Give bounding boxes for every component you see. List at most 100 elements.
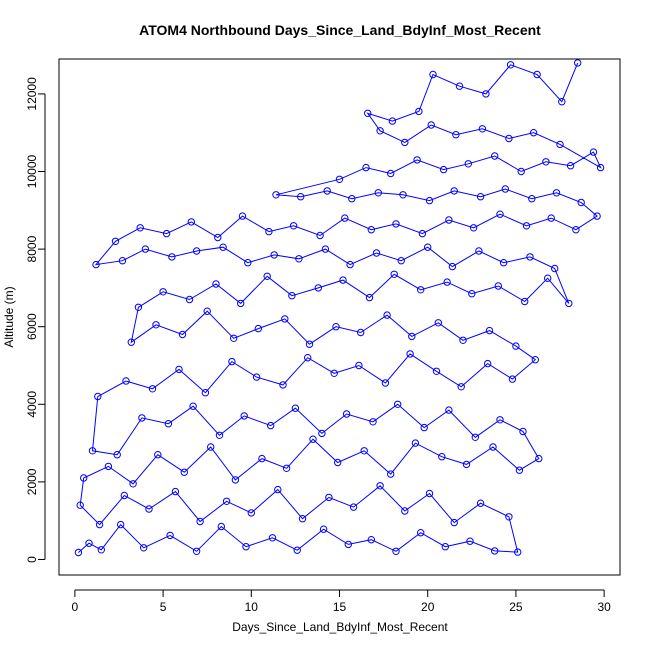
data-point (401, 138, 409, 147)
data-point (293, 546, 301, 554)
data-point (367, 226, 375, 234)
data-point (230, 334, 238, 342)
data-point (517, 167, 525, 176)
data-point (558, 98, 566, 106)
data-point (425, 196, 434, 205)
data-point (383, 311, 391, 319)
series-line-layer (78, 62, 602, 553)
data-point (441, 543, 449, 551)
data-point (506, 61, 515, 69)
data-point (369, 418, 377, 426)
data-point (390, 270, 398, 278)
data-point (443, 278, 451, 286)
data-point (288, 292, 296, 300)
data-point (97, 546, 106, 554)
data-point (244, 259, 252, 267)
data-point (162, 229, 171, 238)
data-point (127, 338, 136, 346)
data-point (494, 282, 502, 290)
data-point (192, 247, 201, 255)
data-point (95, 520, 104, 529)
data-point (542, 158, 550, 166)
data-point (533, 70, 541, 79)
y-tick-label: 8000 (25, 235, 39, 262)
data-point (367, 536, 375, 544)
data-point (325, 493, 333, 502)
data-point (323, 187, 331, 195)
data-point (189, 402, 197, 410)
y-axis-label: Altitude (m) (2, 286, 16, 347)
y-tick-label: 0 (25, 556, 39, 563)
data-point (514, 548, 522, 556)
data-point (496, 210, 504, 218)
data-point (415, 107, 423, 116)
data-point (397, 257, 405, 265)
y-tick-label: 10000 (25, 155, 39, 189)
data-point (455, 82, 464, 90)
data-point (408, 332, 416, 341)
chart-title: ATOM4 Northbound Days_Since_Land_BdyInf_… (139, 22, 541, 38)
series-line (78, 62, 602, 553)
data-point (589, 148, 598, 156)
data-point (148, 385, 157, 393)
data-point (468, 290, 476, 298)
plot-area-box (58, 58, 621, 576)
data-point (237, 299, 245, 308)
data-point (164, 420, 173, 428)
data-point (406, 350, 414, 358)
data-point (417, 286, 425, 294)
data-point (215, 431, 224, 439)
data-point (544, 274, 552, 282)
data-point (432, 367, 441, 375)
data-point (572, 226, 580, 234)
data-point (348, 195, 356, 203)
data-point (178, 330, 187, 339)
data-point (314, 284, 322, 292)
data-point (258, 454, 266, 463)
data-point (411, 439, 420, 447)
data-point (219, 243, 227, 251)
data-point (117, 520, 125, 529)
data-point (129, 480, 137, 488)
data-point (420, 423, 428, 432)
data-point (321, 245, 330, 253)
data-point (519, 427, 527, 436)
data-point (457, 383, 465, 391)
data-point (203, 307, 211, 315)
data-point (92, 260, 100, 269)
data-point (401, 507, 409, 515)
data-point (425, 489, 434, 498)
data-point (171, 487, 180, 496)
data-point (298, 515, 307, 523)
x-tick-label: 25 (509, 600, 523, 614)
data-point (476, 193, 485, 201)
data-point (392, 547, 400, 555)
data-point (418, 229, 427, 238)
data-point (365, 293, 374, 302)
data-point (332, 323, 340, 331)
data-point (185, 295, 194, 304)
data-point (526, 253, 534, 261)
data-point (335, 175, 344, 184)
data-point (118, 257, 127, 265)
data-point (344, 540, 352, 549)
data-point (459, 336, 467, 344)
data-point (452, 131, 460, 139)
data-point (349, 503, 358, 511)
data-point (282, 464, 291, 472)
data-point (272, 191, 280, 199)
x-tick-label: 0 (72, 600, 79, 614)
data-point (120, 491, 129, 500)
data-point (362, 163, 370, 172)
y-tick-label: 6000 (25, 313, 39, 340)
data-point (76, 501, 84, 509)
data-point (566, 162, 575, 170)
data-point (180, 468, 189, 476)
data-point (413, 156, 421, 164)
y-axis: 0 2000 4000 6000 8000 10000 12000 (25, 77, 46, 563)
data-point (482, 90, 490, 98)
data-point (122, 377, 130, 385)
data-point (304, 354, 312, 362)
data-point (505, 134, 513, 143)
data-point (464, 160, 472, 168)
